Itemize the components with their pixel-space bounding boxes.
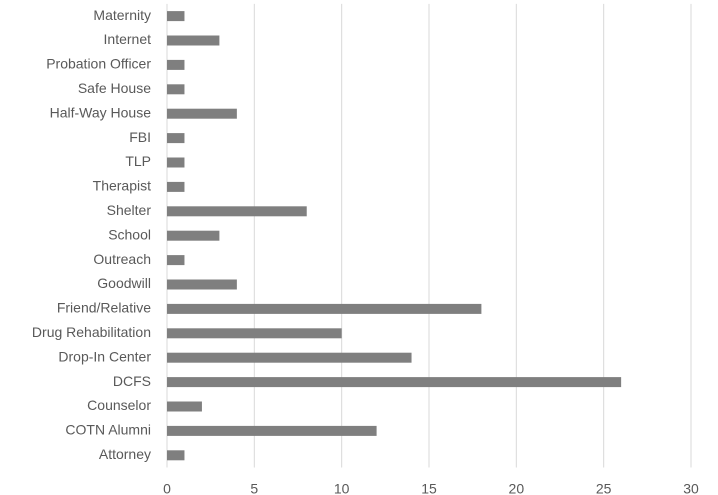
bar [167,108,237,119]
bar [167,230,220,241]
y-tick-label: Counselor [87,397,151,413]
y-tick-label: Maternity [93,7,151,23]
y-tick-label: Drop-In Center [58,348,151,364]
y-tick-label: Therapist [93,178,151,194]
bar [167,401,202,412]
bar [167,35,220,46]
y-tick-label: Friend/Relative [57,300,151,316]
y-tick-label: COTN Alumni [65,422,151,438]
bar [167,59,185,70]
x-tick-label: 10 [334,481,350,495]
y-tick-label: Shelter [107,202,152,218]
y-tick-label: School [108,226,151,242]
bar [167,133,185,144]
bar [167,425,377,436]
y-tick-label: Drug Rehabilitation [32,324,151,340]
bar [167,377,622,388]
x-tick-label: 30 [683,481,699,495]
bar [167,255,185,266]
y-tick-label: Probation Officer [46,56,151,72]
bar [167,11,185,22]
y-tick-label: Half-Way House [50,104,152,120]
y-tick-label: Attorney [99,446,151,462]
bar [167,303,482,314]
x-tick-label: 5 [250,481,258,495]
bar [167,450,185,461]
x-tick-label: 20 [509,481,525,495]
y-tick-label: TLP [125,153,151,169]
y-tick-label: Safe House [78,80,151,96]
bar [167,157,185,168]
y-tick-label: Outreach [93,251,151,267]
y-tick-label: FBI [129,129,151,145]
x-tick-label: 0 [163,481,171,495]
bar [167,328,342,339]
bar [167,352,412,363]
y-tick-label: Goodwill [97,275,151,291]
bar [167,181,185,192]
x-tick-label: 25 [596,481,612,495]
x-tick-label: 15 [421,481,437,495]
bar [167,84,185,95]
bar [167,279,237,290]
y-tick-label: Internet [104,31,152,47]
y-tick-label: DCFS [113,373,151,389]
bar [167,206,307,217]
